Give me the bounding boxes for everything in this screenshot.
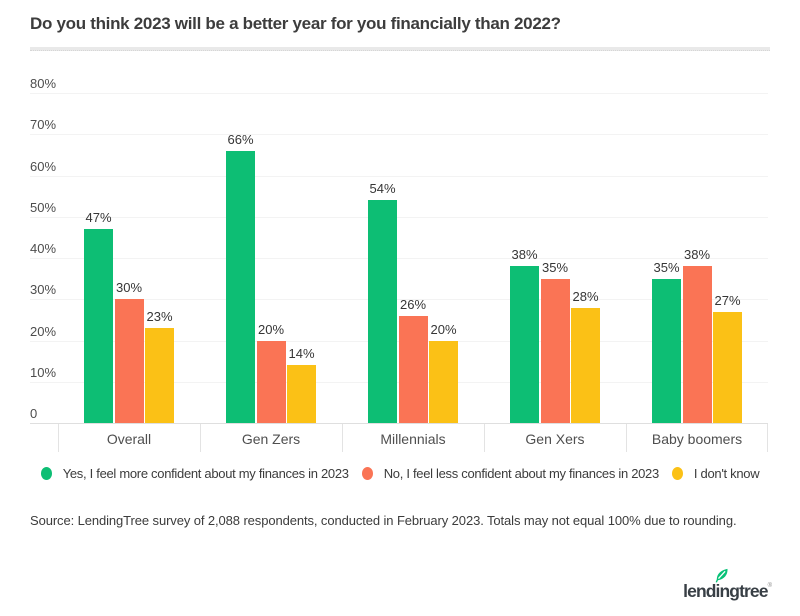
x-axis-category-label: Gen Xers — [525, 431, 585, 447]
bar-value-label: 30% — [115, 280, 143, 296]
legend-label: No, I feel less confident about my finan… — [383, 466, 660, 481]
bar-value-label: 35% — [541, 259, 569, 275]
legend-color-dot — [671, 467, 683, 480]
bar-value-label: 66% — [227, 131, 254, 147]
x-axis-category-label: Gen Zers — [241, 431, 301, 447]
y-axis-tick-label: 50% — [30, 199, 57, 215]
legend-color-dot — [40, 467, 52, 480]
bar — [256, 340, 286, 423]
bar — [398, 315, 428, 423]
category-separator — [200, 424, 201, 452]
bar — [682, 266, 712, 423]
bar-value-label: 38% — [683, 247, 711, 263]
bar — [713, 311, 742, 423]
grid-line — [30, 175, 768, 177]
x-axis-band: Overall Gen Zers Millennials Gen Xers Baby b… — [30, 423, 768, 452]
bar-value-label: 26% — [399, 296, 427, 312]
bar-value-label: 38% — [511, 247, 538, 263]
x-axis-category-label: Overall — [106, 431, 152, 447]
x-axis-category-label: Baby boomers — [651, 431, 743, 447]
bar-value-label: 20% — [257, 321, 285, 337]
legend-item: Yes, I feel more confident about my fina… — [40, 466, 349, 481]
bar — [145, 328, 174, 423]
legend-label: Yes, I feel more confident about my fina… — [62, 466, 349, 481]
y-axis-tick-label: 0 — [30, 406, 38, 421]
legend-item: I don't know — [671, 466, 760, 481]
bar-value-label: 28% — [572, 288, 599, 304]
bar-value-label: 47% — [85, 210, 112, 226]
bar-value-label: 14% — [288, 346, 315, 362]
grid-line — [30, 134, 768, 136]
category-separator — [484, 424, 485, 452]
chart-legend: Yes, I feel more confident about my fina… — [0, 466, 800, 481]
bar-value-label: 27% — [714, 292, 741, 308]
category-separator — [626, 424, 627, 452]
bar — [540, 278, 570, 423]
bar — [84, 229, 113, 423]
legend-color-dot — [361, 467, 373, 480]
bar — [571, 307, 600, 423]
title-divider — [30, 47, 770, 51]
bar — [114, 299, 144, 423]
logo-wordmark: lendingtree® — [683, 581, 772, 602]
category-separator — [58, 424, 59, 452]
legend-label: I don't know — [693, 466, 760, 481]
y-axis-tick-label: 10% — [30, 364, 57, 380]
bar-value-label: 20% — [430, 321, 457, 337]
legend-item: No, I feel less confident about my finan… — [361, 466, 660, 481]
bar — [429, 340, 458, 423]
category-separator — [342, 424, 343, 452]
y-axis-tick-label: 70% — [30, 117, 57, 133]
bar-value-label: 54% — [369, 181, 396, 197]
bar — [287, 365, 316, 423]
grid-line — [30, 93, 768, 94]
grid-line — [30, 299, 768, 301]
chart-title: Do you think 2023 will be a better year … — [30, 14, 561, 33]
bar — [226, 150, 255, 423]
grid-line — [30, 216, 768, 218]
category-separator — [767, 424, 768, 452]
grid-line — [30, 258, 768, 259]
bar — [510, 266, 539, 423]
bar-value-label: 35% — [653, 259, 680, 275]
lendingtree-logo: lendingtree® — [683, 566, 772, 606]
x-axis-category-label: Millennials — [380, 431, 446, 447]
y-axis-tick-label: 20% — [30, 323, 57, 339]
y-axis-tick-label: 30% — [30, 282, 57, 298]
registered-mark: ® — [767, 583, 772, 589]
bar — [368, 200, 397, 423]
y-axis-tick-label: 40% — [30, 241, 57, 256]
logo-text: lendingtree — [683, 581, 768, 601]
source-note: Source: LendingTree survey of 2,088 resp… — [30, 513, 737, 528]
leaf-icon — [715, 568, 728, 583]
y-axis-tick-label: 80% — [30, 76, 57, 91]
bar — [652, 278, 681, 423]
y-axis-tick-label: 60% — [30, 158, 57, 174]
bar-value-label: 23% — [146, 309, 173, 325]
